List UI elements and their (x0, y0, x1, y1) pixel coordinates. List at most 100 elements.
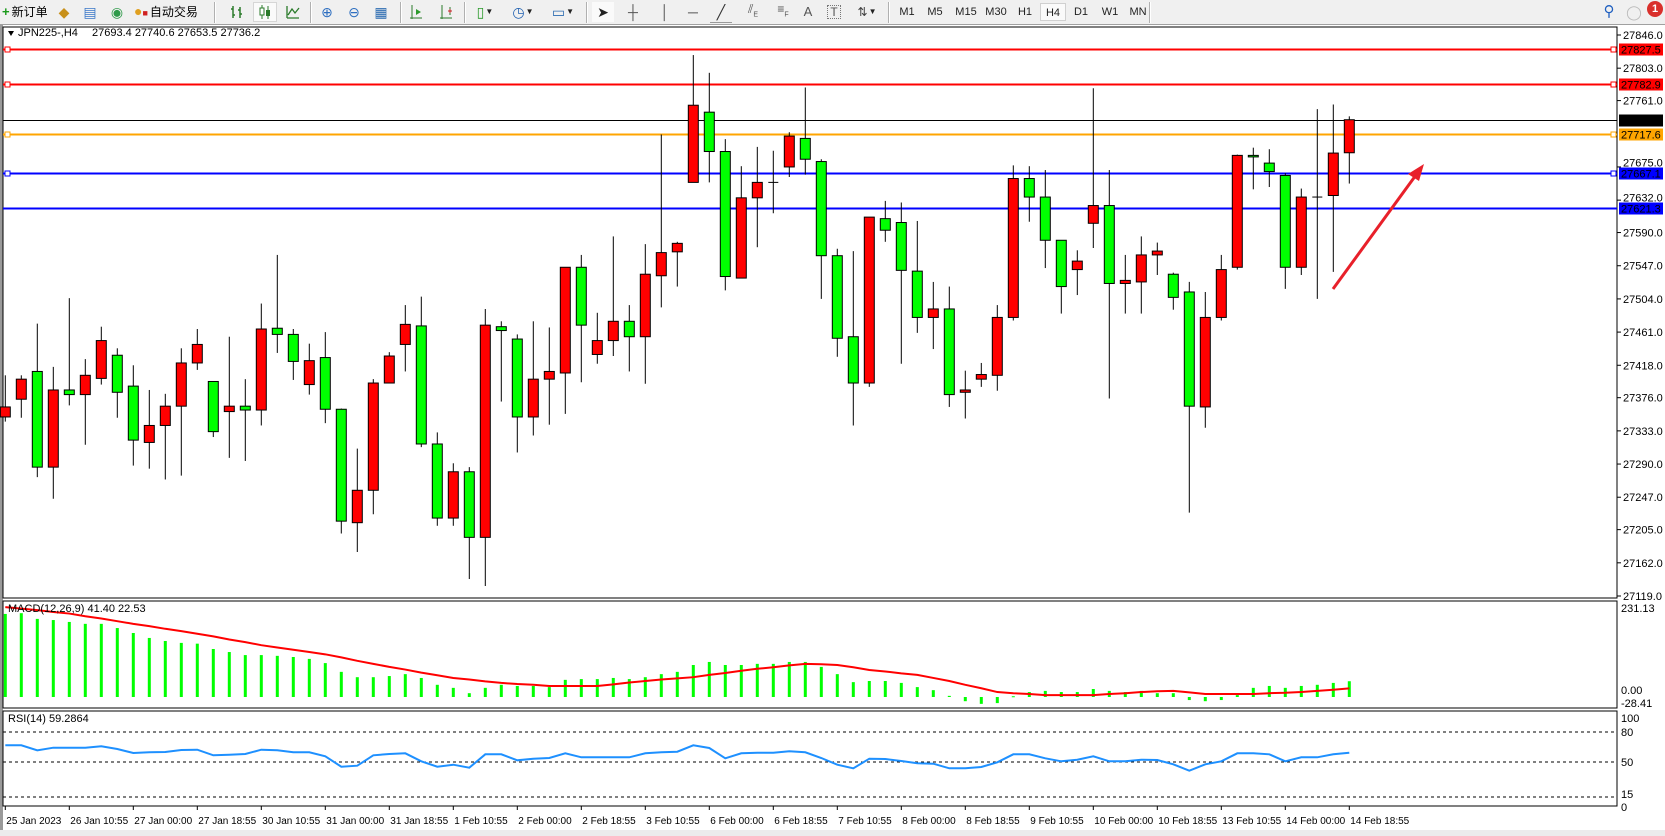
price-level-label: 27621.3 (1621, 204, 1661, 216)
candle (1231, 154, 1243, 270)
macd-histogram-bar (851, 682, 855, 697)
timeframe-h1[interactable]: H1 (1017, 6, 1033, 18)
candle-body (399, 323, 411, 345)
time-axis-label: 13 Feb 10:55 (1222, 816, 1281, 827)
candle (639, 244, 651, 384)
fibonacci-retracement-button[interactable]: ≡F (772, 2, 794, 22)
line-chart-icon (286, 6, 300, 19)
candle (495, 321, 507, 402)
crosshair-button[interactable]: ┼ (622, 2, 644, 22)
timeframe-d1[interactable]: D1 (1073, 6, 1089, 18)
line-handle[interactable] (1610, 131, 1617, 138)
timeframe-m1[interactable]: M1 (899, 6, 915, 18)
arrows-button[interactable]: ⇅ ▼ (852, 2, 882, 22)
time-axis-label: 1 Feb 10:55 (454, 816, 508, 827)
candle (623, 305, 635, 372)
line-handle[interactable] (4, 81, 11, 88)
search-button[interactable]: ⚲ (1598, 2, 1620, 22)
gold-icon: ◆ (58, 4, 70, 20)
macd-histogram-bar (627, 679, 631, 697)
candle-body (1231, 154, 1243, 268)
new-order-button[interactable]: + 新订单 (2, 2, 48, 22)
candle (1247, 147, 1259, 190)
horizontal-line-button[interactable]: ─ (683, 2, 703, 22)
templates-icon: ▭ (551, 4, 566, 20)
collapse-triangle-icon[interactable] (8, 31, 14, 36)
gold-button[interactable]: ◆ (54, 2, 74, 22)
chart-shift-button[interactable] (436, 2, 458, 22)
candle (159, 393, 171, 480)
timeframe-h4[interactable]: H4 (1040, 3, 1066, 21)
candle-body (351, 489, 363, 524)
macd-histogram-bar (451, 687, 455, 697)
tile-windows-button[interactable]: ▦ (370, 2, 392, 22)
line-handle[interactable] (4, 170, 11, 177)
candle (191, 329, 203, 370)
zoom-in-button[interactable]: ⊕ (316, 2, 338, 22)
price-axis-label: 27761.0 (1623, 96, 1663, 108)
macd-histogram-bar (643, 677, 647, 697)
candle (799, 87, 811, 175)
candle (1327, 104, 1339, 272)
macd-histogram-bar (483, 687, 487, 697)
candle-body (847, 336, 859, 384)
tile-windows-icon: ▦ (374, 4, 388, 20)
trendline-button[interactable]: ╱ (710, 2, 732, 23)
timeframe-m5[interactable]: M5 (927, 6, 943, 18)
window-frame (0, 25, 3, 836)
signals-button[interactable]: ▤ (80, 2, 100, 22)
zoom-out-button[interactable]: ⊖ (343, 2, 365, 22)
price-level-label: 27782.9 (1621, 80, 1661, 92)
fibonacci-retracement-icon: ≡F (777, 1, 789, 19)
candle-body (1135, 254, 1147, 283)
macd-histogram-bar (819, 666, 823, 697)
status-strip (0, 830, 1665, 836)
fibonacci-channel-icon: ⫽E (747, 1, 759, 19)
vertical-line-button[interactable]: │ (655, 2, 675, 22)
price-level-label: 27717.6 (1621, 130, 1661, 142)
macd-histogram-bar (371, 677, 375, 697)
timeframe-m30[interactable]: M30 (985, 6, 1007, 18)
line-handle[interactable] (1610, 46, 1617, 53)
drawn-arrow[interactable] (1331, 164, 1424, 290)
macd-histogram-bar (787, 661, 791, 697)
radio-button[interactable]: ◉ (107, 2, 127, 22)
arrow-shaft[interactable] (1331, 174, 1418, 290)
line-chart-button[interactable] (282, 2, 304, 22)
text-button[interactable]: A (798, 2, 818, 22)
fibonacci-channel-button[interactable]: ⫽E (742, 2, 764, 22)
search-icon: ⚲ (1603, 3, 1615, 20)
timeframe-mn[interactable]: MN (1129, 6, 1147, 18)
price-axis-label: 27247.0 (1623, 492, 1663, 504)
candle-body (1071, 260, 1083, 271)
macd-histogram-bar (515, 685, 519, 697)
candle-body (0, 406, 11, 418)
macd-signal-line (5, 606, 1350, 697)
candle-body (1247, 154, 1259, 158)
cursor-button[interactable]: ➤ (592, 2, 614, 22)
line-handle[interactable] (4, 46, 11, 53)
timeframe-w1[interactable]: W1 (1101, 6, 1119, 18)
text-label-button[interactable]: T (824, 2, 844, 22)
candle-body (1295, 196, 1307, 268)
periods-button[interactable]: ◷ ▼ (507, 2, 539, 22)
line-handle[interactable] (4, 131, 11, 138)
bar-chart-icon (231, 6, 242, 18)
templates-button[interactable]: ▭ ▼ (546, 2, 580, 22)
toolbar: + 新订单 ◆ ▤ ◉ ●■ 自动交易 ⊕ ⊖ ▦ ▯ ▼ ◷ ▼ ▭ ▼ ➤ ┼ │… (0, 0, 1665, 25)
auto-scroll-button[interactable] (406, 2, 428, 22)
macd-histogram-bar (931, 690, 935, 697)
timeframe-m15[interactable]: M15 (955, 6, 977, 18)
indicators-button[interactable]: ▯ ▼ (470, 2, 500, 22)
notification-button[interactable]: ◯ (1623, 2, 1645, 22)
candle (415, 296, 427, 448)
auto-trading-button[interactable]: ●■ 自动交易 (134, 2, 198, 22)
line-handle[interactable] (1610, 81, 1617, 88)
bar-chart-button[interactable] (226, 2, 248, 22)
candle (1055, 239, 1067, 314)
macd-histogram-bar (739, 664, 743, 697)
candle (303, 343, 315, 395)
line-handle[interactable] (1610, 170, 1617, 177)
candlestick-chart-button[interactable] (253, 2, 277, 22)
